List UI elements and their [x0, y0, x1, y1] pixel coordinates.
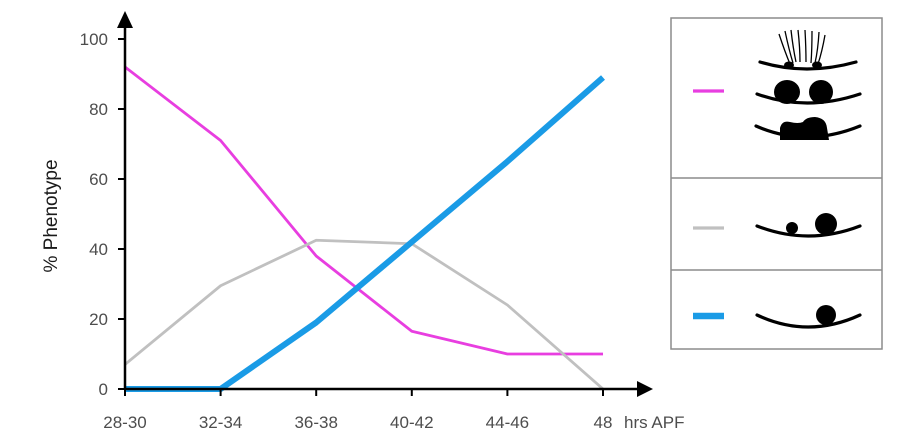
axes: % Phenotype hrs APF 0 20 40 60 80 100 28-30 32-…	[41, 11, 684, 432]
multi-cell-phenotype-icon	[754, 29, 862, 140]
x-tick-label: 28-30	[103, 413, 146, 432]
x-tick-label: 36-38	[294, 413, 337, 432]
x-tick-label: 44-46	[486, 413, 529, 432]
y-tick-label: 20	[89, 310, 108, 329]
y-axis-title: % Phenotype	[41, 159, 62, 272]
y-tick-label: 40	[89, 240, 108, 259]
series-line	[124, 65, 603, 356]
y-tick-label: 60	[89, 170, 108, 189]
legend	[670, 17, 883, 350]
plot-area	[124, 65, 605, 392]
legend-box	[670, 17, 883, 350]
series-line	[125, 75, 605, 392]
series-line	[124, 238, 604, 391]
y-tick-label: 100	[80, 30, 108, 49]
y-tick-label: 0	[99, 380, 108, 399]
y-axis-arrowhead-icon	[117, 11, 133, 28]
x-axis-arrowhead-icon	[637, 381, 653, 397]
single-blob-phenotype-icon	[755, 305, 862, 329]
x-axis-title: hrs APF	[624, 413, 684, 432]
x-tick-label: 32-34	[199, 413, 242, 432]
x-tick-label: 48	[594, 413, 613, 432]
two-blob-phenotype-icon	[755, 213, 862, 238]
x-tick-label: 40-42	[390, 413, 433, 432]
y-tick-label: 80	[89, 100, 108, 119]
